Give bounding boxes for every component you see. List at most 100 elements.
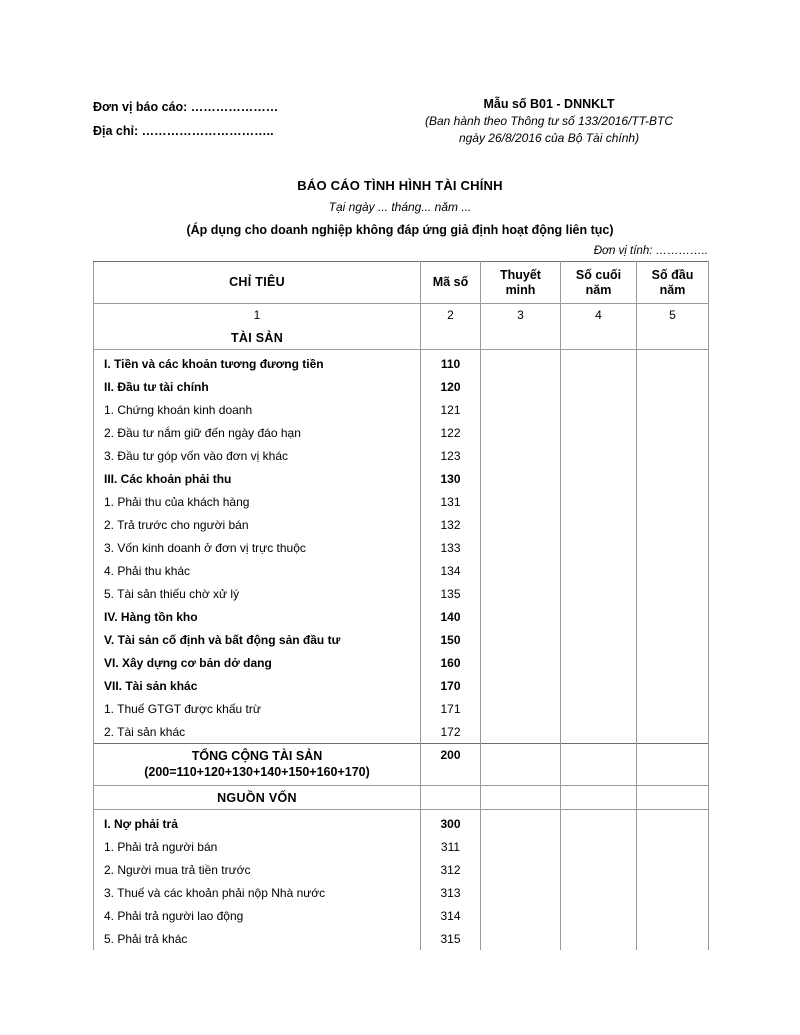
row-beg-year-cell[interactable] [636, 628, 709, 651]
row-note-cell[interactable] [480, 927, 561, 950]
table-row: VII. Tài sản khác 170 [93, 674, 709, 697]
row-end-year-cell[interactable] [560, 809, 637, 835]
section-code-cell[interactable] [420, 785, 481, 810]
row-beg-year-cell[interactable] [636, 835, 709, 858]
row-note-cell[interactable] [480, 559, 561, 582]
row-code: 311 [420, 835, 481, 858]
row-end-year-cell[interactable] [560, 421, 637, 444]
row-end-year-cell[interactable] [560, 720, 637, 744]
row-note-cell[interactable] [480, 398, 561, 421]
row-note-cell[interactable] [480, 881, 561, 904]
row-note-cell[interactable] [480, 513, 561, 536]
currency-unit-label: Đơn vị tính: ………….. [593, 245, 708, 257]
row-note-cell[interactable] [480, 720, 561, 744]
row-beg-year-cell[interactable] [636, 582, 709, 605]
row-indicator-label: 5. Phải trả khác [93, 927, 421, 950]
row-beg-year-cell[interactable] [636, 375, 709, 398]
row-end-year-cell[interactable] [560, 697, 637, 720]
table-row: 2. Trả trước cho người bán 132 [93, 513, 709, 536]
row-beg-year-cell[interactable] [636, 467, 709, 490]
page-title: BÁO CÁO TÌNH HÌNH TÀI CHÍNH [297, 178, 503, 193]
row-end-year-cell[interactable] [560, 927, 637, 950]
row-code: 172 [420, 720, 481, 744]
row-beg-year-cell[interactable] [636, 559, 709, 582]
row-beg-year-cell[interactable] [636, 421, 709, 444]
row-indicator-label: V. Tài sản cố định và bất động sản đầu t… [93, 628, 421, 651]
row-beg-year-cell[interactable] [636, 513, 709, 536]
row-note-cell[interactable] [480, 835, 561, 858]
row-beg-year-cell[interactable] [636, 605, 709, 628]
row-note-cell[interactable] [480, 674, 561, 697]
row-end-year-cell[interactable] [560, 674, 637, 697]
row-end-year-cell[interactable] [560, 536, 637, 559]
row-note-cell[interactable] [480, 809, 561, 835]
section-end-year-cell[interactable] [560, 326, 637, 350]
total-code: 200 [420, 743, 481, 786]
row-note-cell[interactable] [480, 651, 561, 674]
section-end-year-cell[interactable] [560, 785, 637, 810]
row-note-cell[interactable] [480, 490, 561, 513]
row-end-year-cell[interactable] [560, 858, 637, 881]
section-note-cell[interactable] [480, 326, 561, 350]
row-note-cell[interactable] [480, 858, 561, 881]
row-end-year-cell[interactable] [560, 605, 637, 628]
table-row: I. Nợ phải trả 300 [93, 809, 709, 835]
total-note-cell[interactable] [480, 743, 561, 786]
row-end-year-cell[interactable] [560, 904, 637, 927]
row-indicator-label: 1. Thuế GTGT được khấu trừ [93, 697, 421, 720]
form-code: Mẫu số B01 - DNNKLT [483, 97, 615, 111]
column-header-beginning-of-year: Số đầu năm [636, 261, 709, 304]
financial-position-table: CHỈ TIÊU Mã số Thuyết minh Số cuối năm S… [93, 261, 709, 950]
row-note-cell[interactable] [480, 605, 561, 628]
row-note-cell[interactable] [480, 421, 561, 444]
table-row: 3. Thuế và các khoản phải nộp Nhà nước 31… [93, 881, 709, 904]
column-header-beg-line1: Số đầu [651, 267, 694, 282]
row-beg-year-cell[interactable] [636, 444, 709, 467]
row-beg-year-cell[interactable] [636, 720, 709, 744]
row-beg-year-cell[interactable] [636, 674, 709, 697]
row-note-cell[interactable] [480, 467, 561, 490]
row-note-cell[interactable] [480, 628, 561, 651]
row-end-year-cell[interactable] [560, 628, 637, 651]
row-end-year-cell[interactable] [560, 444, 637, 467]
row-note-cell[interactable] [480, 582, 561, 605]
column-header-note-line2: minh [505, 282, 536, 297]
row-note-cell[interactable] [480, 536, 561, 559]
table-row: IV. Hàng tồn kho 140 [93, 605, 709, 628]
total-end-year-cell[interactable] [560, 743, 637, 786]
row-beg-year-cell[interactable] [636, 490, 709, 513]
row-note-cell[interactable] [480, 375, 561, 398]
row-beg-year-cell[interactable] [636, 398, 709, 421]
row-note-cell[interactable] [480, 697, 561, 720]
row-end-year-cell[interactable] [560, 651, 637, 674]
row-beg-year-cell[interactable] [636, 904, 709, 927]
section-beg-year-cell[interactable] [636, 785, 709, 810]
column-header-end-of-year: Số cuối năm [560, 261, 637, 304]
row-end-year-cell[interactable] [560, 582, 637, 605]
total-beg-year-cell[interactable] [636, 743, 709, 786]
row-beg-year-cell[interactable] [636, 697, 709, 720]
row-beg-year-cell[interactable] [636, 651, 709, 674]
row-beg-year-cell[interactable] [636, 881, 709, 904]
row-beg-year-cell[interactable] [636, 927, 709, 950]
row-note-cell[interactable] [480, 349, 561, 375]
row-end-year-cell[interactable] [560, 513, 637, 536]
row-end-year-cell[interactable] [560, 559, 637, 582]
row-beg-year-cell[interactable] [636, 349, 709, 375]
row-end-year-cell[interactable] [560, 835, 637, 858]
row-end-year-cell[interactable] [560, 349, 637, 375]
row-note-cell[interactable] [480, 904, 561, 927]
row-end-year-cell[interactable] [560, 467, 637, 490]
row-code: 315 [420, 927, 481, 950]
row-beg-year-cell[interactable] [636, 858, 709, 881]
section-code-cell[interactable] [420, 326, 481, 350]
row-end-year-cell[interactable] [560, 881, 637, 904]
row-note-cell[interactable] [480, 444, 561, 467]
row-end-year-cell[interactable] [560, 398, 637, 421]
row-beg-year-cell[interactable] [636, 809, 709, 835]
row-beg-year-cell[interactable] [636, 536, 709, 559]
section-note-cell[interactable] [480, 785, 561, 810]
row-end-year-cell[interactable] [560, 375, 637, 398]
row-end-year-cell[interactable] [560, 490, 637, 513]
section-beg-year-cell[interactable] [636, 326, 709, 350]
